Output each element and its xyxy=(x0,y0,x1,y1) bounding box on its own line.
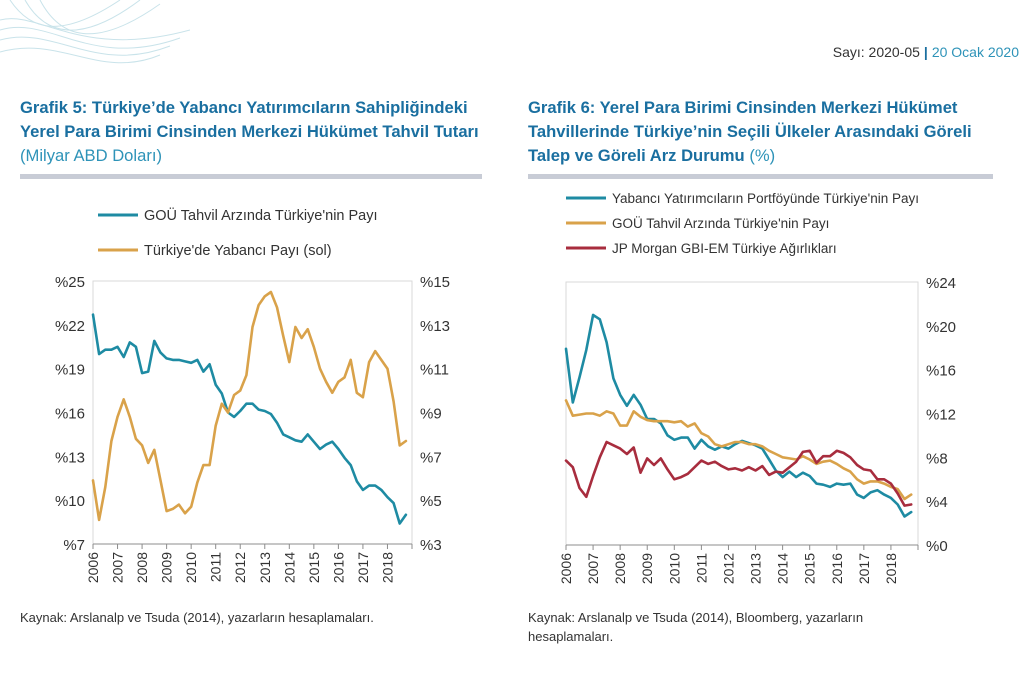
right-title-unit: (%) xyxy=(749,146,776,165)
left-title-rule xyxy=(20,174,482,179)
x-tick-label: 2017 xyxy=(856,553,872,584)
x-tick-label: 2012 xyxy=(232,552,248,583)
x-tick-label: 2018 xyxy=(883,553,899,584)
y-tick-label-left: %25 xyxy=(55,274,85,291)
x-tick-label: 2012 xyxy=(720,553,736,584)
series-line xyxy=(564,313,913,518)
y-tick-label-right: %13 xyxy=(420,318,450,335)
y-tick-label-left: %22 xyxy=(55,318,85,335)
right-chart-title: Grafik 6: Yerel Para Birimi Cinsinden Me… xyxy=(528,96,993,168)
right-chart: Yabancı Yatırımcıların Portföyünde Türki… xyxy=(558,191,956,584)
y-tick-label-left: %16 xyxy=(55,406,85,423)
y-tick-label-left: %7 xyxy=(63,537,85,554)
y-tick-label-right: %0 xyxy=(926,538,948,555)
left-chart: GOÜ Tahvil Arzında Türkiye'nin Payı Türki… xyxy=(55,206,450,583)
y-tick-label-left: %10 xyxy=(55,493,85,510)
issue-info: Sayı: 2020-05 | 20 Ocak 2020 xyxy=(833,44,1019,60)
x-tick-label: 2018 xyxy=(379,552,395,583)
left-title-unit: (Milyar ABD Doları) xyxy=(20,146,162,165)
y-tick-label-right: %15 xyxy=(420,274,450,291)
plot-frame xyxy=(565,281,919,546)
right-source: Kaynak: Arslanalp ve Tsuda (2014), Bloom… xyxy=(528,608,928,646)
x-tick-label: 2015 xyxy=(802,553,818,584)
right-source-text: Kaynak: Arslanalp ve Tsuda (2014), Bloom… xyxy=(528,610,864,644)
x-tick-label: 2017 xyxy=(355,552,371,583)
left-source-text: Kaynak: Arslanalp ve Tsuda (2014), yazar… xyxy=(20,610,374,625)
x-tick-label: 2014 xyxy=(775,553,791,584)
x-tick-label: 2007 xyxy=(110,552,126,583)
x-tick-label: 2016 xyxy=(829,553,845,584)
x-tick-label: 2009 xyxy=(159,552,175,583)
y-tick-label-right: %5 xyxy=(420,493,442,510)
right-panel: Grafik 6: Yerel Para Birimi Cinsinden Me… xyxy=(528,96,993,179)
left-source: Kaynak: Arslanalp ve Tsuda (2014), yazar… xyxy=(20,608,490,627)
legend-label: Türkiye'de Yabancı Payı (sol) xyxy=(144,243,332,259)
x-tick-label: 2007 xyxy=(585,553,601,584)
issue-date: 20 Ocak 2020 xyxy=(931,44,1019,60)
y-tick-label-right: %16 xyxy=(926,363,956,380)
x-tick-label: 2014 xyxy=(281,552,297,583)
decorative-swirl xyxy=(0,0,190,64)
plot-frame xyxy=(92,280,413,545)
y-tick-label-right: %11 xyxy=(420,362,449,379)
x-tick-label: 2008 xyxy=(612,553,628,584)
y-tick-label-right: %4 xyxy=(926,494,948,511)
legend-label: JP Morgan GBI-EM Türkiye Ağırlıkları xyxy=(612,241,837,256)
x-tick-label: 2016 xyxy=(330,552,346,583)
x-tick-label: 2009 xyxy=(639,553,655,584)
legend-label: GOÜ Tahvil Arzında Türkiye'nin Payı xyxy=(612,216,829,231)
series-line xyxy=(91,313,408,525)
right-title-rule xyxy=(528,174,993,179)
x-tick-label: 2006 xyxy=(558,553,574,584)
y-tick-label-right: %8 xyxy=(926,450,948,467)
legend-label: GOÜ Tahvil Arzında Türkiye'nin Payı xyxy=(144,206,378,224)
y-tick-label-right: %3 xyxy=(420,537,442,554)
series-line xyxy=(564,399,913,501)
x-tick-label: 2013 xyxy=(748,553,764,584)
y-tick-label-right: %9 xyxy=(420,406,442,423)
x-tick-label: 2006 xyxy=(85,552,101,583)
x-tick-label: 2011 xyxy=(208,552,224,582)
y-tick-label-left: %19 xyxy=(55,362,85,379)
issue-separator: | xyxy=(923,44,928,60)
y-tick-label-right: %20 xyxy=(926,319,956,336)
issue-number: Sayı: 2020-05 xyxy=(832,44,920,60)
y-tick-label-left: %13 xyxy=(55,449,85,466)
left-chart-title: Grafik 5: Türkiye’de Yabancı Yatırımcıla… xyxy=(20,96,482,168)
left-panel: Grafik 5: Türkiye’de Yabancı Yatırımcıla… xyxy=(20,96,482,179)
y-tick-label-right: %12 xyxy=(926,407,956,424)
y-tick-label-right: %7 xyxy=(420,449,442,466)
x-tick-label: 2013 xyxy=(257,552,273,583)
x-tick-label: 2010 xyxy=(183,552,199,583)
x-tick-label: 2015 xyxy=(306,552,322,583)
series-line xyxy=(564,440,913,507)
x-tick-label: 2008 xyxy=(134,552,150,583)
series-line xyxy=(91,290,408,522)
left-title-text: Grafik 5: Türkiye’de Yabancı Yatırımcıla… xyxy=(20,98,479,141)
x-tick-label: 2011 xyxy=(693,553,709,583)
y-tick-label-right: %24 xyxy=(926,275,956,292)
right-title-text: Grafik 6: Yerel Para Birimi Cinsinden Me… xyxy=(528,98,972,165)
x-tick-label: 2010 xyxy=(666,553,682,584)
legend-label: Yabancı Yatırımcıların Portföyünde Türki… xyxy=(612,191,919,206)
